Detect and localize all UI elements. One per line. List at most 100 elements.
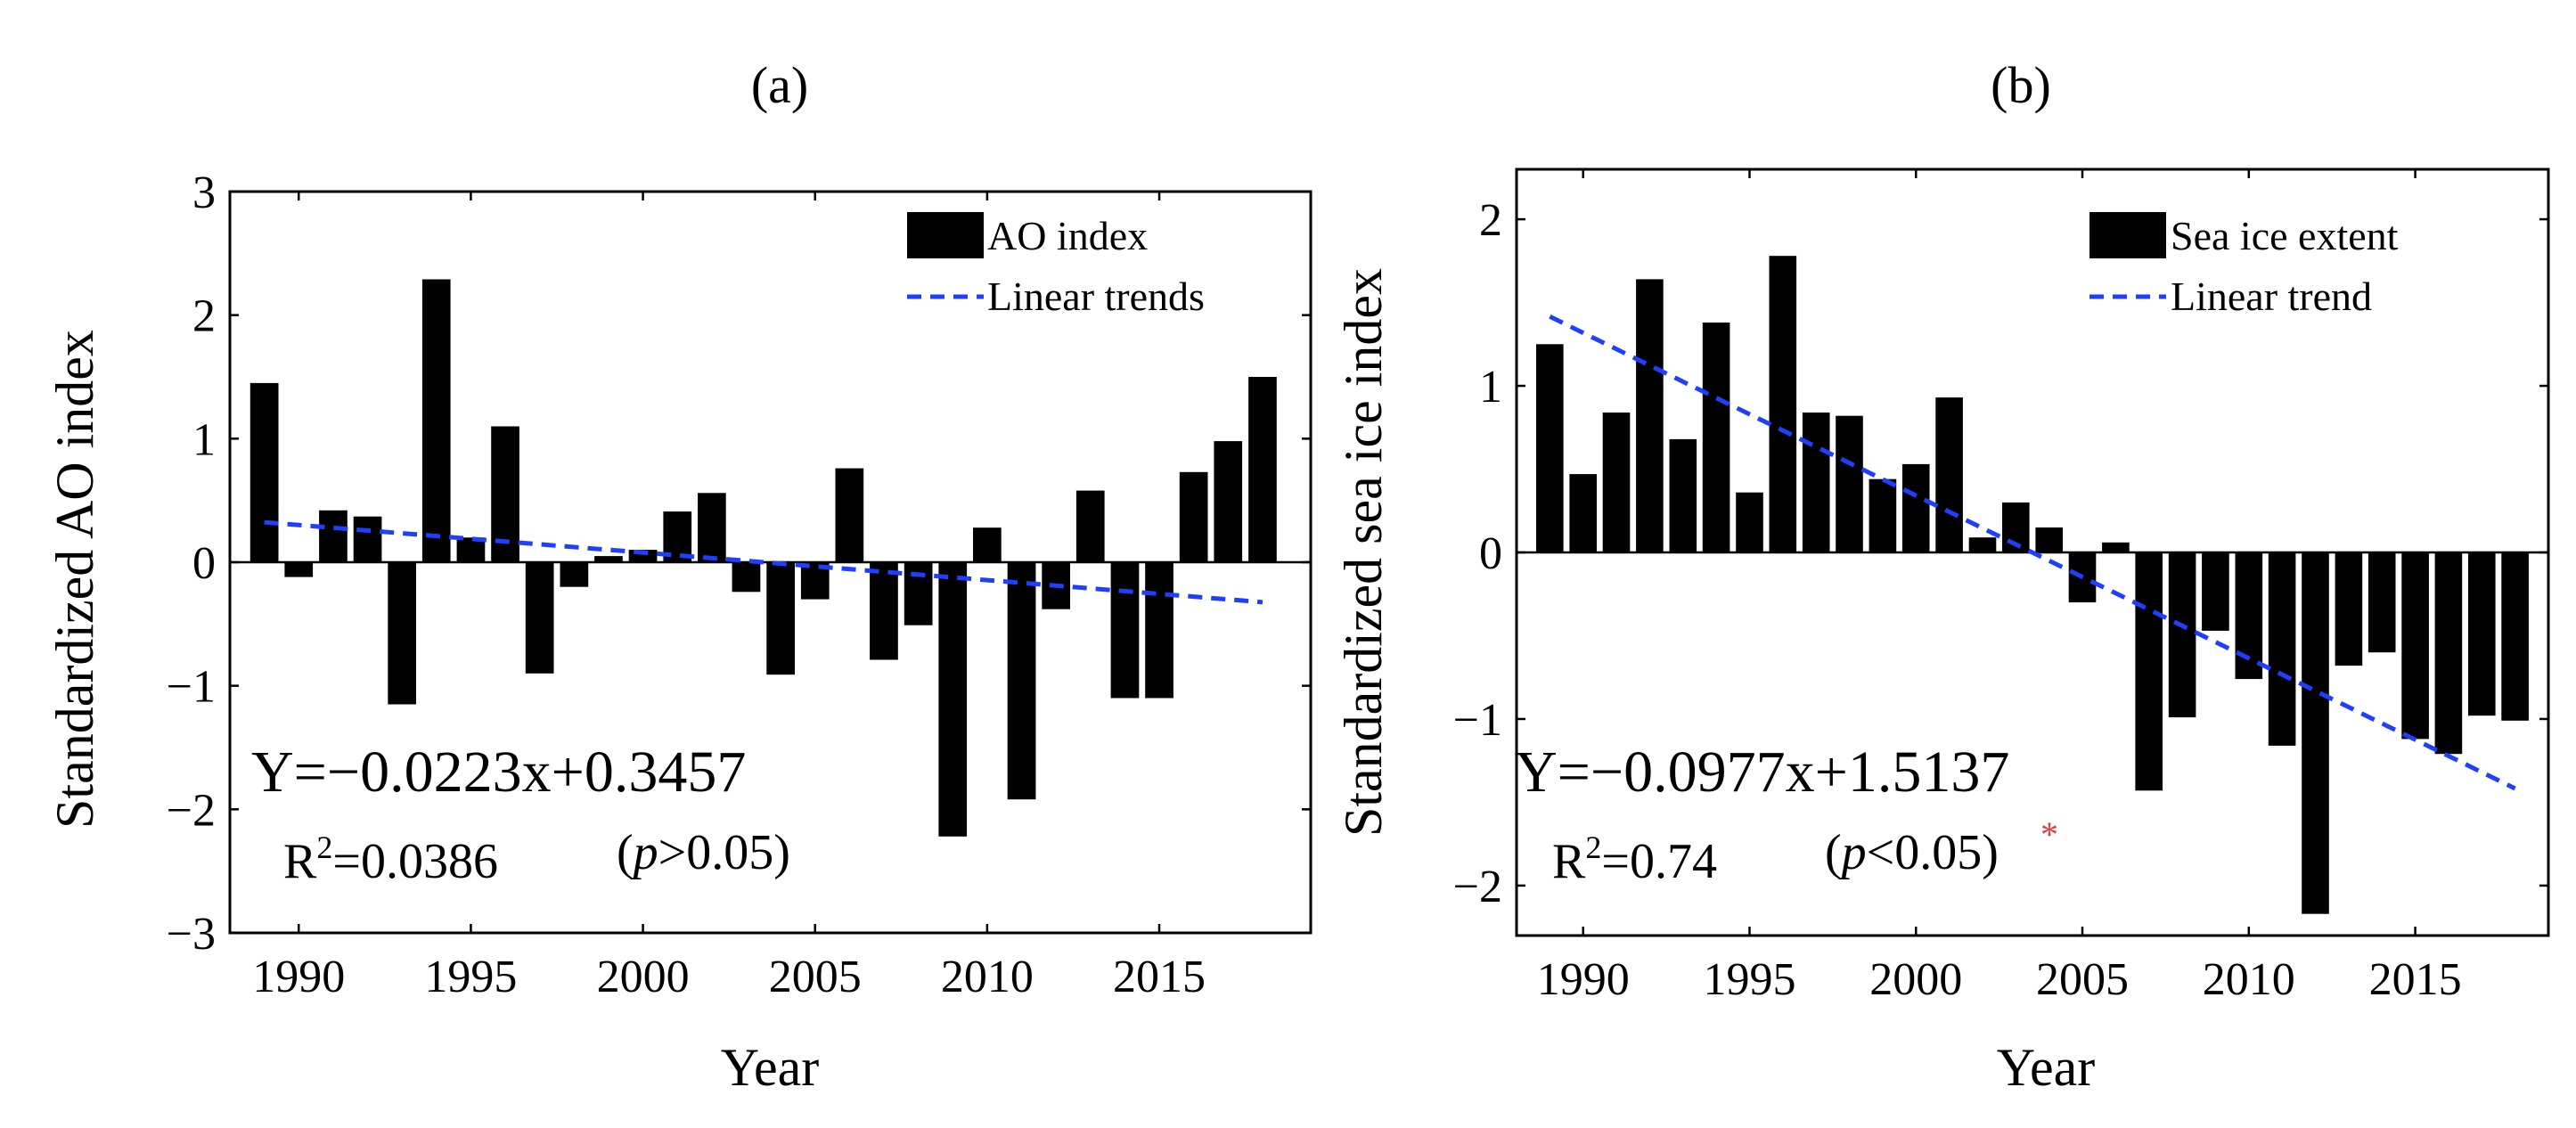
bar-2015	[1145, 562, 1174, 699]
panel-a-r-superscript: 2	[316, 830, 332, 865]
bar-2001	[1935, 397, 1963, 552]
bar-2007	[870, 562, 898, 660]
y-tick-label: 2	[192, 291, 216, 342]
panel-b-significance-mark: *	[2040, 814, 2058, 854]
bar-2014	[2367, 552, 2396, 653]
x-tick-label: 2005	[2036, 954, 2129, 1005]
bar-1991	[319, 510, 348, 562]
y-tick-label: −1	[1453, 695, 1502, 746]
panel-a-p-value: (p>0.05)	[617, 825, 790, 880]
panel-b-y-axis-label: Standardized sea ice index	[1334, 268, 1393, 837]
bar-1998	[1836, 415, 1863, 552]
panel-a-title: (a)	[751, 56, 808, 114]
bar-2004	[2035, 527, 2063, 552]
panel-a-trend-line	[264, 519, 1263, 605]
bar-1989	[1536, 344, 1564, 552]
y-tick-label: 1	[1479, 362, 1502, 413]
panel-b-p-letter: p	[1838, 825, 1867, 880]
panel-b-p-rest: <0.05)	[1867, 825, 1999, 880]
bar-2018	[2501, 552, 2529, 721]
bar-2002	[698, 493, 726, 562]
bar-2003	[732, 562, 761, 593]
bar-1991	[1602, 413, 1631, 552]
panel-b-y-ticks: −2 −1 0 1 2	[1453, 195, 2548, 912]
bar-2016	[2434, 552, 2463, 755]
panel-b-r-value: =0.74	[1601, 834, 1717, 889]
bar-2013	[1075, 490, 1105, 562]
bar-1992	[1636, 279, 1664, 552]
bar-2012	[2302, 552, 2329, 914]
panel-a-p-rest: >0.05)	[658, 825, 790, 880]
bar-2009	[2202, 552, 2229, 631]
bar-2013	[2335, 552, 2363, 666]
bar-2004	[766, 562, 795, 675]
x-tick-label: 2010	[941, 952, 1034, 1002]
bar-2015	[2401, 552, 2429, 740]
bar-2011	[2268, 552, 2296, 746]
panel-b-r-squared: R2=0.74	[1552, 830, 1717, 889]
x-tick-label: 1990	[252, 952, 345, 1002]
panel-b-x-ticks: 1990 1995 2000 2005 2010 2015	[1537, 169, 2462, 1005]
x-tick-label: 1990	[1537, 954, 1630, 1005]
bar-1999	[1869, 478, 1897, 552]
x-tick-label: 2010	[2203, 954, 2295, 1005]
x-tick-label: 2015	[2369, 954, 2462, 1005]
y-tick-label: −3	[167, 909, 216, 960]
bar-2009	[938, 562, 968, 837]
panel-a-legend-bar-swatch	[907, 212, 984, 258]
panel-a-bars	[249, 279, 1277, 837]
panel-a-p-open: (	[617, 825, 634, 880]
y-tick-label: 2	[1479, 195, 1502, 246]
bar-1993	[1669, 438, 1697, 552]
y-tick-label: 0	[1479, 528, 1502, 579]
panel-b-legend: Sea ice extent Linear trend	[2089, 212, 2399, 319]
panel-a-r-squared: R2=0.0386	[283, 830, 498, 889]
bar-1990	[1569, 474, 1597, 552]
panel-a-x-axis-label: Year	[721, 1038, 820, 1097]
bar-1999	[594, 556, 623, 562]
bar-2016	[1179, 471, 1208, 562]
bar-2006	[2102, 542, 2130, 552]
bar-2011	[1007, 562, 1036, 800]
panel-b-legend-bar-label: Sea ice extent	[2171, 213, 2399, 258]
bar-1992	[353, 516, 382, 562]
panel-b-sea-ice-index: (b) −2 −1 0 1 2 1990 1995 2000 2005 2010 2015 Yea…	[1334, 56, 2550, 1097]
bar-1998	[560, 562, 589, 587]
panel-b-r-superscript: 2	[1585, 830, 1601, 865]
panel-a-legend: AO index Linear trends	[907, 212, 1205, 319]
bar-1997	[1802, 413, 1830, 552]
panel-a-r-value: =0.0386	[332, 834, 498, 889]
bar-2002	[1968, 537, 1997, 552]
bar-2014	[1110, 562, 1140, 699]
panel-b-title: (b)	[1991, 56, 2051, 114]
bar-1990	[284, 562, 314, 577]
bar-1994	[1702, 323, 1730, 552]
panel-b-r-letter: R	[1552, 834, 1586, 889]
x-tick-label: 2015	[1113, 952, 1206, 1002]
bar-1993	[388, 562, 416, 705]
bar-2006	[835, 468, 864, 562]
y-tick-label: 1	[192, 414, 216, 465]
y-tick-label: 0	[192, 538, 216, 589]
x-tick-label: 2000	[597, 952, 690, 1002]
panel-a-y-ticks: −3 −2 −1 0 1 2 3	[167, 168, 1311, 960]
panel-b-p-open: (	[1825, 825, 1842, 880]
panel-a-legend-trend-label: Linear trends	[987, 274, 1205, 319]
bar-1995	[1736, 492, 1763, 552]
bar-2018	[1248, 377, 1277, 562]
panel-b-legend-bar-swatch	[2089, 212, 2166, 258]
bar-2008	[904, 562, 933, 625]
bar-2010	[2235, 552, 2263, 680]
panel-b-x-axis-label: Year	[1997, 1038, 2096, 1097]
x-tick-label: 1995	[424, 952, 517, 1002]
panel-a-x-ticks: 1990 1995 2000 2005 2010 2015	[252, 192, 1206, 1002]
panel-b-regression-equation: Y=−0.0977x+1.5137	[1515, 740, 2009, 805]
panel-a-legend-bar-label: AO index	[987, 213, 1148, 258]
bar-2008	[2168, 552, 2196, 718]
bar-1996	[1769, 256, 1797, 552]
panel-b-bars	[1536, 256, 2529, 914]
panel-b-p-value: (p<0.05)	[1825, 825, 1999, 880]
y-tick-label: 3	[192, 168, 216, 218]
